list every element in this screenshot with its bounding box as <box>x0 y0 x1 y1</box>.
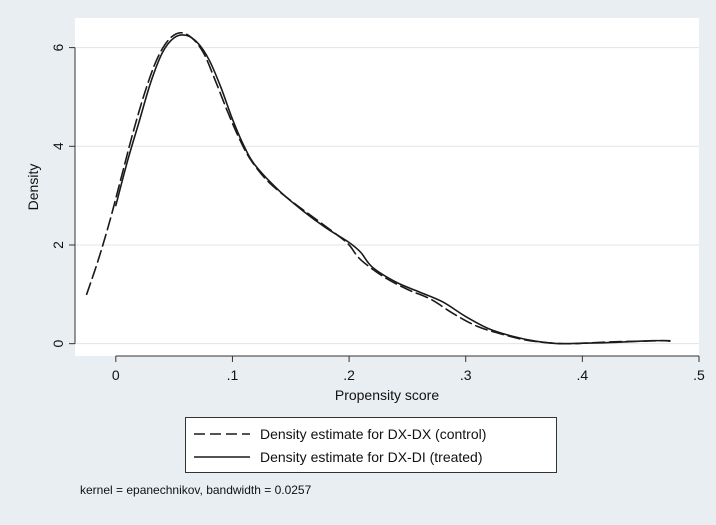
axes: 0 .1 .2 .3 .4 .5 0 2 4 6 <box>50 44 705 383</box>
x-tick-label: .3 <box>460 367 472 383</box>
legend-item-control: Density estimate for DX-DX (control) <box>194 423 486 445</box>
plot-background <box>75 18 699 356</box>
x-tick-label: .1 <box>227 367 239 383</box>
x-tick-label: .5 <box>693 367 705 383</box>
legend: Density estimate for DX-DX (control) Den… <box>185 417 557 473</box>
x-axis-title: Propensity score <box>335 387 439 403</box>
y-tick-label: 0 <box>50 340 66 348</box>
legend-label-treated: Density estimate for DX-DI (treated) <box>260 449 483 465</box>
y-tick-label: 2 <box>50 241 66 249</box>
legend-item-treated: Density estimate for DX-DI (treated) <box>194 446 483 468</box>
series-lines <box>85 31 671 345</box>
legend-label-control: Density estimate for DX-DX (control) <box>260 426 487 442</box>
y-axis-title: Density <box>25 164 41 211</box>
x-tick-label: 0 <box>112 367 120 383</box>
x-tick-label: .4 <box>577 367 589 383</box>
legend-dashed-swatch <box>194 433 250 435</box>
y-tick-label: 6 <box>50 44 66 52</box>
series-line-treated <box>115 34 671 345</box>
y-tick-label: 4 <box>50 142 66 150</box>
kernel-note: kernel = epanechnikov, bandwidth = 0.025… <box>80 483 312 497</box>
legend-solid-swatch <box>194 456 250 458</box>
x-tick-label: .2 <box>343 367 355 383</box>
